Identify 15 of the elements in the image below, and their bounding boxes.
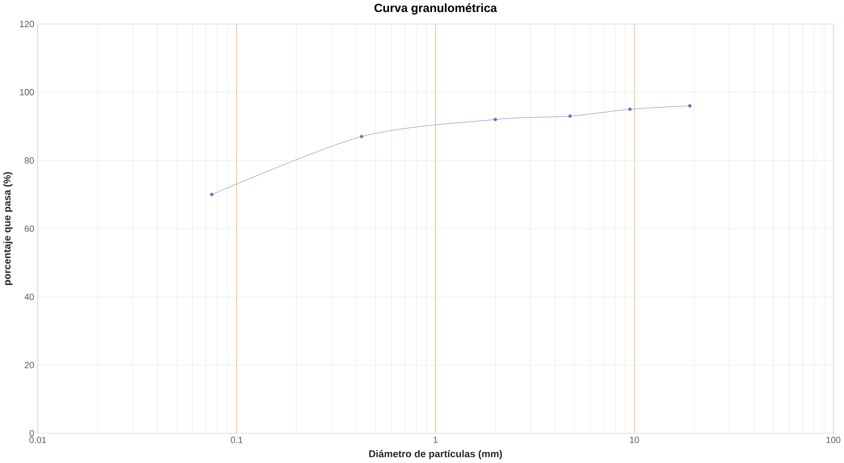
y-tick-label: 80	[24, 157, 34, 164]
y-tick-label: 100	[20, 89, 34, 96]
y-tick-label: 40	[24, 294, 34, 300]
x-tick-label: 10	[630, 436, 639, 444]
y-tick-label: 60	[24, 226, 34, 232]
x-tick-label: 100	[826, 436, 840, 444]
x-axis-title: Diámetro de partículas (mm)	[369, 450, 502, 460]
x-tick-label: 0.1	[230, 436, 242, 444]
x-tick-label: 0.01	[29, 436, 46, 444]
y-tick-label: 20	[24, 362, 34, 368]
y-axis-title: porcentaje que pasa (%)	[3, 172, 13, 286]
y-tick-label: 0	[30, 430, 34, 437]
chart-title: Curva granulométrica	[374, 4, 498, 15]
x-tick-label: 1	[434, 437, 438, 444]
y-tick-label: 120	[20, 21, 34, 28]
